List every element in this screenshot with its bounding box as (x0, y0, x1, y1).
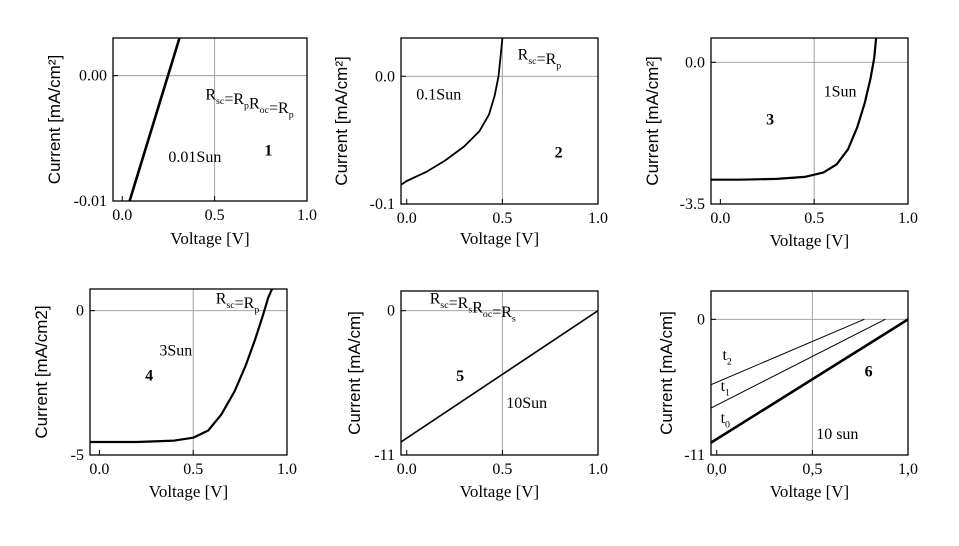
y-tick-label: 0 (76, 303, 84, 320)
x-tick-label: 0.5 (804, 210, 824, 227)
panel-number: 4 (145, 367, 153, 384)
annotation-label: 10Sun (506, 395, 547, 412)
annotation-label: 1Sun (824, 84, 857, 101)
chart-panel-1: 0.0 0.5 1.0 0.00 -0.01 Voltage [V] Current [mA… (45, 37, 317, 248)
x-tick-label: 0.0 (710, 210, 730, 227)
y-axis-label: Current [mA/cm²] (643, 56, 662, 185)
annotation-label: 10 sun (816, 426, 858, 443)
x-axis-label: Voltage [V] (460, 482, 539, 501)
y-axis-label: Current [mA/cm²] (45, 55, 64, 184)
x-tick-label: 1.0 (277, 461, 297, 478)
chart-panel-5: 0.0 0.5 1.0 0 -11 Voltage [V] Current [mA/cm] R… (345, 290, 608, 501)
x-tick-label: 0.5 (492, 210, 512, 227)
x-tick-label: 0.5 (492, 461, 512, 478)
y-tick-label: -5 (71, 447, 84, 464)
plot-frame (112, 37, 308, 202)
y-tick-label: 0.0 (375, 68, 395, 85)
x-tick-label: 1,0 (898, 461, 918, 478)
x-axis-label: Voltage [V] (770, 482, 849, 501)
x-tick-label: 0.5 (183, 461, 203, 478)
plot-frame (710, 290, 909, 456)
y-axis-label: Current [mA/cm] (657, 311, 676, 435)
x-tick-label: 1.0 (898, 210, 918, 227)
y-axis-label: Current [mA/cm2] (32, 305, 51, 438)
panel-number: 2 (555, 145, 563, 162)
x-axis-label: Voltage [V] (149, 482, 228, 501)
x-axis-label: Voltage [V] (170, 229, 249, 248)
plot-frame (400, 290, 599, 456)
panel-number: 3 (766, 111, 774, 128)
series-line (711, 38, 878, 181)
annotation-label: Rsc=RsRoc=Rs (430, 290, 516, 324)
panel-number: 5 (456, 368, 464, 385)
x-tick-label: 0.0 (112, 207, 132, 224)
y-tick-label: 0 (697, 311, 705, 328)
series-line-t1 (711, 318, 886, 409)
x-tick-label: 0.0 (397, 461, 417, 478)
y-tick-label: -11 (684, 447, 705, 464)
series-line (401, 309, 598, 443)
annotation-label: 3Sun (159, 342, 192, 359)
x-axis-label: Voltage [V] (770, 231, 849, 250)
annotation-label: Rsc=Rp (216, 290, 260, 315)
series-line (401, 38, 504, 186)
x-tick-label: 1.0 (588, 210, 608, 227)
y-axis-label: Current [mA/cm²] (332, 56, 351, 185)
series-line (90, 289, 274, 444)
y-tick-label: 0 (387, 303, 395, 320)
plot-frame (89, 288, 288, 456)
plot-frame (400, 37, 599, 205)
chart-panel-4: 0.0 0.5 1.0 0 -5 Voltage [V] Current [mA/cm2] R… (32, 288, 297, 501)
y-axis-label: Current [mA/cm] (345, 311, 364, 435)
series-line-t0 (711, 318, 908, 444)
chart-panel-6: 0,0 0,5 1,0 0 -11 Voltage [V] Current [mA/cm] t… (657, 290, 918, 501)
chart-panel-3: 0.0 0.5 1.0 0.0 -3.5 Voltage [V] Current [mA/c… (643, 37, 918, 250)
y-tick-label: 0.00 (79, 68, 107, 85)
x-tick-label: 0,5 (802, 461, 822, 478)
annotation-label: t1 (721, 378, 730, 398)
annotation-label: Rsc=Rp (518, 47, 562, 72)
x-tick-label: 0.5 (205, 207, 225, 224)
x-tick-label: 1.0 (588, 461, 608, 478)
annotation-label: 0.1Sun (416, 86, 461, 103)
x-axis-label: Voltage [V] (460, 229, 539, 248)
plot-frame (710, 37, 909, 205)
y-tick-label: -11 (374, 447, 395, 464)
series-line (128, 38, 181, 201)
panel-number: 1 (264, 142, 272, 159)
annotation-label: t0 (721, 410, 730, 430)
annotation-label: Rsc=RpRoc=Rp (205, 86, 293, 120)
annotation-label: t2 (722, 347, 731, 367)
x-tick-label: 0.0 (89, 461, 109, 478)
y-tick-label: -0.1 (370, 196, 395, 213)
panel-number: 6 (865, 363, 873, 380)
y-tick-label: -0.01 (74, 193, 107, 210)
x-tick-label: 0.0 (397, 210, 417, 227)
y-tick-label: 0.0 (685, 54, 705, 71)
series-line-t2 (711, 318, 865, 386)
x-tick-label: 0,0 (707, 461, 727, 478)
x-tick-label: 1.0 (297, 207, 317, 224)
y-tick-label: -3.5 (680, 196, 705, 213)
annotation-label: 0.01Sun (168, 149, 221, 166)
